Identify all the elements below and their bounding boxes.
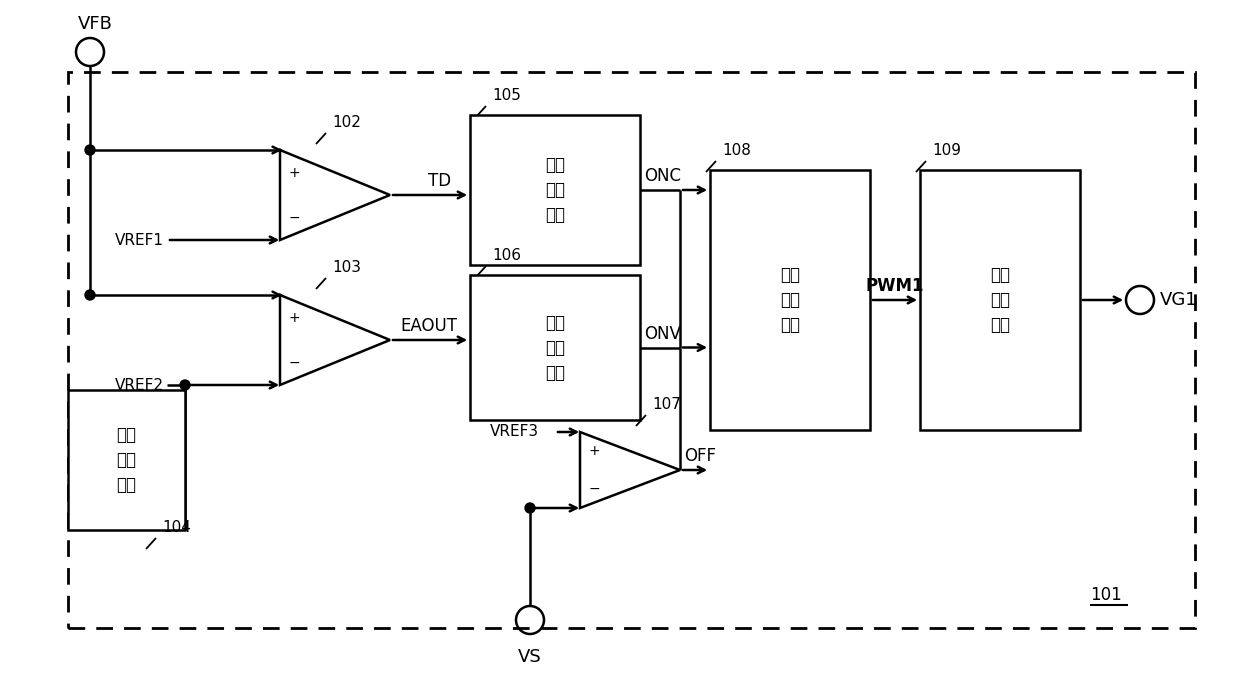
Bar bbox=[711, 170, 870, 430]
Text: ONV: ONV bbox=[644, 325, 681, 342]
Text: 103: 103 bbox=[332, 260, 361, 275]
Text: VS: VS bbox=[518, 648, 542, 666]
Text: OFF: OFF bbox=[684, 447, 715, 465]
Text: 栅极
驱动
电路: 栅极 驱动 电路 bbox=[990, 266, 1011, 334]
Text: 107: 107 bbox=[652, 397, 681, 412]
Bar bbox=[920, 170, 1080, 430]
Text: TD: TD bbox=[428, 172, 451, 190]
Text: 102: 102 bbox=[332, 115, 361, 130]
Text: +: + bbox=[588, 444, 600, 458]
Text: +: + bbox=[288, 310, 300, 325]
Text: 逻辑
控制
电路: 逻辑 控制 电路 bbox=[780, 266, 800, 334]
Text: PWM1: PWM1 bbox=[866, 277, 924, 295]
Text: VREF1: VREF1 bbox=[115, 232, 164, 247]
Text: 108: 108 bbox=[722, 143, 751, 158]
Text: 106: 106 bbox=[492, 248, 521, 263]
Text: EAOUT: EAOUT bbox=[401, 317, 458, 335]
Circle shape bbox=[86, 290, 95, 300]
Text: −: − bbox=[288, 210, 300, 225]
Text: 恒压
环路
控制: 恒压 环路 控制 bbox=[546, 314, 565, 382]
Text: 101: 101 bbox=[1090, 586, 1122, 604]
Bar bbox=[470, 275, 640, 420]
Text: 105: 105 bbox=[492, 88, 521, 103]
Text: 109: 109 bbox=[932, 143, 961, 158]
Bar bbox=[470, 115, 640, 265]
Bar bbox=[68, 390, 185, 530]
Circle shape bbox=[180, 380, 190, 390]
Text: 104: 104 bbox=[162, 520, 191, 535]
Text: VREF2: VREF2 bbox=[115, 377, 164, 393]
Text: −: − bbox=[288, 356, 300, 369]
Circle shape bbox=[525, 503, 534, 513]
Text: −: − bbox=[588, 482, 600, 496]
Text: VREF3: VREF3 bbox=[490, 425, 539, 440]
Bar bbox=[68, 72, 1195, 628]
Circle shape bbox=[86, 145, 95, 155]
Text: 输出
线损
补偿: 输出 线损 补偿 bbox=[117, 426, 136, 494]
Text: 恒流
环路
控制: 恒流 环路 控制 bbox=[546, 156, 565, 224]
Text: VG1: VG1 bbox=[1159, 291, 1198, 309]
Text: VFB: VFB bbox=[78, 15, 113, 33]
Text: ONC: ONC bbox=[644, 167, 681, 185]
Text: +: + bbox=[288, 166, 300, 179]
